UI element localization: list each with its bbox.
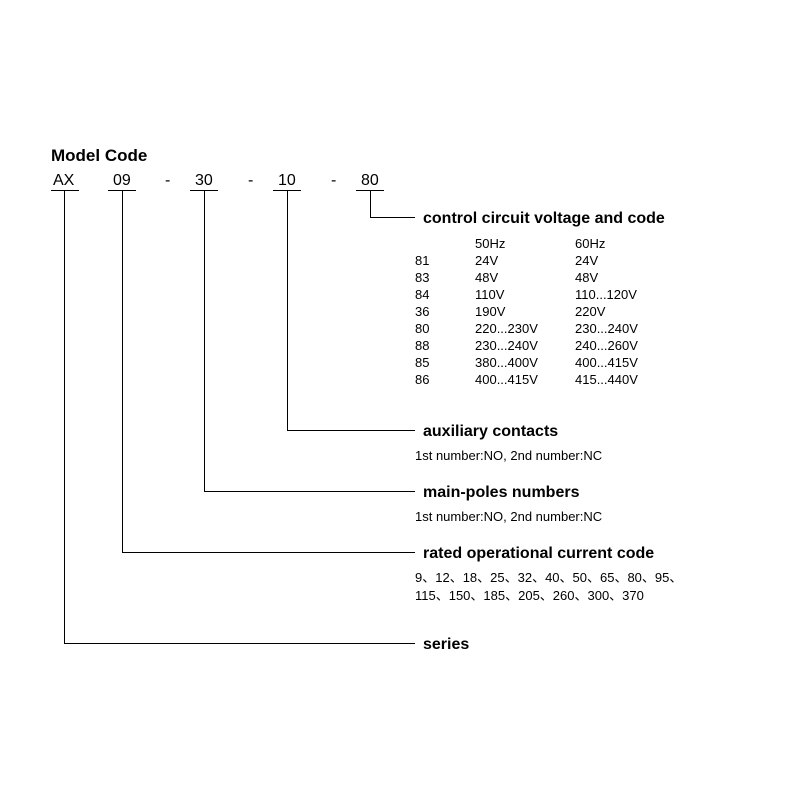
diagram-title: Model Code bbox=[51, 146, 147, 166]
section-title-series: series bbox=[423, 636, 469, 654]
table-cell: 86 bbox=[415, 372, 475, 387]
table-cell: 240...260V bbox=[575, 338, 675, 353]
table-cell: 415...440V bbox=[575, 372, 675, 387]
table-cell: 48V bbox=[575, 270, 675, 285]
code-separator-1: - bbox=[248, 172, 253, 190]
table-cell: 36 bbox=[415, 304, 475, 319]
section-text-aux: 1st number:NO, 2nd number:NC bbox=[415, 447, 755, 465]
table-cell: 83 bbox=[415, 270, 475, 285]
code-separator-0: - bbox=[165, 172, 170, 190]
table-cell: 110V bbox=[475, 287, 575, 302]
table-cell: 400...415V bbox=[475, 372, 575, 387]
hline-series bbox=[64, 643, 415, 644]
section-title-mainpoles: main-poles numbers bbox=[423, 484, 579, 502]
table-cell: 81 bbox=[415, 253, 475, 268]
model-code-diagram: Model Code AX 09 30 10 80 - - - control circuit … bbox=[0, 0, 800, 800]
hline-rated bbox=[122, 552, 415, 553]
hline-mainpoles bbox=[204, 491, 415, 492]
code-part-4: 80 bbox=[361, 172, 379, 190]
voltage-table: 50Hz60Hz8124V24V8348V48V84110V110...120V… bbox=[415, 234, 675, 387]
code-part-3: 10 bbox=[278, 172, 296, 190]
vline-control bbox=[370, 190, 371, 217]
table-cell: 230...240V bbox=[575, 321, 675, 336]
table-row: 86400...415V415...440V bbox=[415, 372, 675, 387]
table-cell: 84 bbox=[415, 287, 475, 302]
table-cell: 85 bbox=[415, 355, 475, 370]
table-cell: 220V bbox=[575, 304, 675, 319]
table-cell: 220...230V bbox=[475, 321, 575, 336]
code-part-2: 30 bbox=[195, 172, 213, 190]
table-row: 80220...230V230...240V bbox=[415, 321, 675, 336]
table-header-cell: 50Hz bbox=[475, 236, 575, 251]
table-cell: 48V bbox=[475, 270, 575, 285]
section-text-mainpoles: 1st number:NO, 2nd number:NC bbox=[415, 508, 755, 526]
table-row: 36190V220V bbox=[415, 304, 675, 319]
vline-mainpoles bbox=[204, 190, 205, 491]
table-cell: 380...400V bbox=[475, 355, 575, 370]
table-cell: 400...415V bbox=[575, 355, 675, 370]
table-row: 85380...400V400...415V bbox=[415, 355, 675, 370]
vline-aux bbox=[287, 190, 288, 430]
hline-control bbox=[370, 217, 415, 218]
section-title-control: control circuit voltage and code bbox=[423, 210, 665, 228]
code-part-0: AX bbox=[53, 172, 74, 190]
code-underline-0 bbox=[51, 190, 79, 191]
table-row: 8348V48V bbox=[415, 270, 675, 285]
table-cell: 88 bbox=[415, 338, 475, 353]
table-header-cell: 60Hz bbox=[575, 236, 675, 251]
table-row: 84110V110...120V bbox=[415, 287, 675, 302]
code-part-1: 09 bbox=[113, 172, 131, 190]
hline-aux bbox=[287, 430, 415, 431]
section-title-aux: auxiliary contacts bbox=[423, 423, 558, 441]
vline-rated bbox=[122, 190, 123, 552]
vline-series bbox=[64, 190, 65, 643]
table-cell: 110...120V bbox=[575, 287, 675, 302]
table-row: 8124V24V bbox=[415, 253, 675, 268]
table-cell: 190V bbox=[475, 304, 575, 319]
table-cell: 80 bbox=[415, 321, 475, 336]
section-text-rated: 9、12、18、25、32、40、50、65、80、95、 115、150、18… bbox=[415, 569, 755, 604]
table-cell: 24V bbox=[575, 253, 675, 268]
code-separator-2: - bbox=[331, 172, 336, 190]
table-row: 88230...240V240...260V bbox=[415, 338, 675, 353]
table-cell: 230...240V bbox=[475, 338, 575, 353]
section-title-rated: rated operational current code bbox=[423, 545, 654, 563]
table-cell: 24V bbox=[475, 253, 575, 268]
